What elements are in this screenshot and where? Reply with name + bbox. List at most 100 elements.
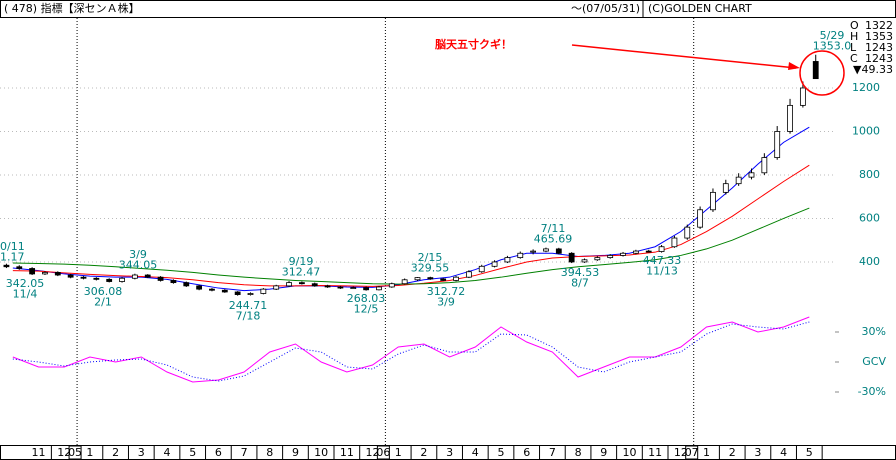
x-tick-label: 3 (138, 446, 145, 459)
x-tick-label: 1 (395, 446, 402, 459)
x-tick-label: 1 (86, 446, 93, 459)
candle-body (42, 271, 48, 275)
candle-body (530, 250, 537, 253)
candle-body (581, 259, 588, 263)
oscillator-line (12, 321, 810, 382)
x-tick-label: 2 (420, 446, 427, 459)
candle-body (388, 283, 395, 288)
x-tick-label: 4 (780, 446, 787, 459)
candle-body (119, 277, 125, 282)
candle-body (311, 283, 318, 287)
candle-body (3, 264, 10, 268)
candle-body (67, 274, 74, 278)
callout-circle (799, 50, 845, 96)
year-label: 06 (376, 446, 390, 459)
candle-body (645, 250, 652, 253)
x-tick-label: 11 (340, 446, 354, 459)
candle-body (93, 277, 100, 280)
price-annotation: 3/9 (437, 296, 455, 309)
price-annotation: 344.05 (119, 259, 158, 272)
y-tick-label: -30% (858, 385, 886, 398)
candle-body (286, 282, 292, 287)
candle-body (427, 277, 434, 280)
arrow-head (788, 62, 800, 70)
price-annotation: 9/19 (289, 255, 314, 268)
candle-body (106, 278, 113, 282)
candle-body (735, 176, 742, 185)
candle-body (465, 271, 472, 278)
x-tick-label: 9 (292, 446, 299, 459)
x-tick-label: 6 (523, 446, 530, 459)
x-tick-label: 10 (622, 446, 636, 459)
year-label-box (376, 445, 390, 460)
x-tick-label: 3 (754, 446, 761, 459)
candle-body (183, 282, 190, 287)
y-tick-label: 800 (859, 168, 880, 181)
quote-label: H (850, 30, 858, 43)
price-annotation: 2/1 (94, 296, 112, 309)
quote-value: 1243 (865, 52, 893, 65)
price-annotation: 447.33 (643, 254, 682, 267)
quote-label: O (850, 19, 859, 32)
x-tick-label: 1 (703, 446, 710, 459)
y-tick-label: GCV (862, 355, 886, 368)
x-tick-label: 9 (600, 446, 607, 459)
x-tick-label: 2 (729, 446, 736, 459)
quote-value: 1353 (865, 30, 893, 43)
x-tick-label: 4 (164, 446, 171, 459)
year-label-box (685, 445, 699, 460)
candle-body (799, 87, 806, 106)
price-annotation: 329.55 (411, 262, 450, 275)
candle-body (16, 266, 23, 269)
candle-body (787, 104, 793, 132)
candle-body (568, 252, 575, 263)
title: ( 478) 指標【深センＡ株】 (4, 1, 140, 15)
candle-body (273, 285, 280, 290)
y-tick-label: 1200 (852, 81, 880, 94)
price-annotation: 244.71 (229, 299, 268, 312)
candle-body (671, 237, 678, 248)
candle-body (684, 226, 691, 239)
candle-body (196, 285, 203, 290)
candle-body (414, 277, 421, 281)
price-annotation: 3/9 (129, 248, 147, 261)
candle-body (260, 288, 267, 294)
candle-body (620, 252, 626, 256)
candle-body (80, 276, 87, 279)
price-annotation: 306.08 (84, 285, 123, 298)
candle-body (658, 246, 665, 252)
price-annotation: 2/15 (418, 251, 443, 264)
candle-body (812, 61, 819, 80)
price-annotation: 465.69 (534, 233, 573, 246)
price-annotation: 312.47 (282, 266, 321, 279)
candle-body (209, 288, 215, 291)
candle-body (54, 271, 61, 276)
candle-body (247, 293, 254, 295)
price-annotation: 11/13 (646, 265, 678, 278)
price-annotation: 1.17 (0, 251, 25, 264)
y-tick-label: 1000 (852, 124, 880, 137)
price-annotation: 8/7 (571, 277, 589, 290)
copyright: (C)GOLDEN CHART (648, 2, 752, 15)
x-tick-label: 8 (575, 446, 582, 459)
y-tick-label: 600 (859, 211, 880, 224)
quote-value: 1322 (865, 19, 893, 32)
candle-body (504, 257, 511, 263)
year-label: 05 (68, 446, 82, 459)
candle-body (453, 276, 459, 281)
price-annotation: 5/29 (820, 29, 845, 42)
candle-body (710, 191, 716, 211)
candle-body (697, 209, 704, 228)
price-annotation: 342.05 (6, 277, 45, 290)
candle-body (363, 287, 370, 291)
y-tick-label: 30% (862, 325, 886, 338)
candle-body (607, 255, 614, 259)
price-annotation: 268.03 (347, 292, 386, 305)
candle-body (761, 157, 768, 174)
candle-body (350, 287, 357, 290)
candle-body (594, 257, 601, 261)
x-tick-label: 12 (57, 446, 71, 459)
average-line (12, 207, 810, 285)
candle-body (234, 291, 241, 295)
